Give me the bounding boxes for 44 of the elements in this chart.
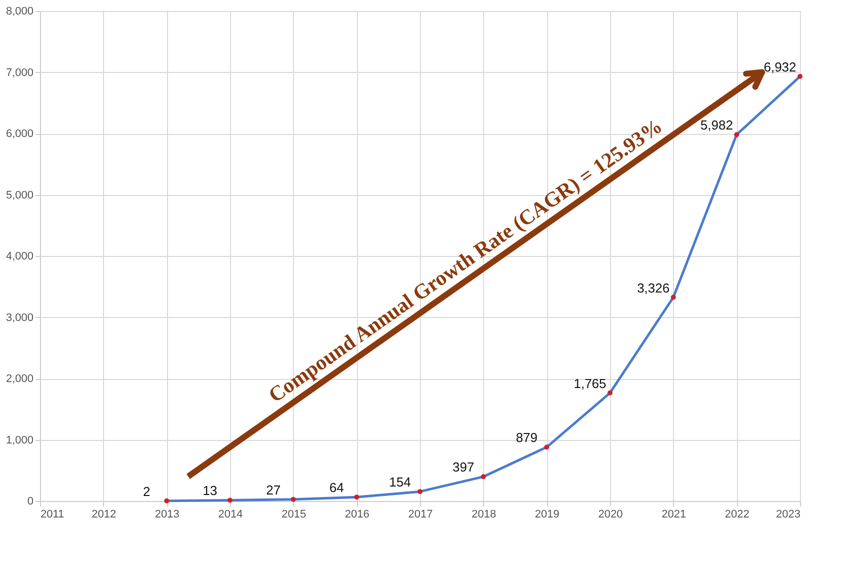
point <box>608 390 612 396</box>
data-label: 13 <box>202 483 218 498</box>
y-tick-label: 7,000 <box>6 66 34 79</box>
x-tick-label: 2014 <box>218 508 243 520</box>
x-tick-label: 2021 <box>662 508 686 520</box>
x-tick-label: 2019 <box>534 508 560 520</box>
y-tick-label: 1,000 <box>6 434 34 446</box>
point <box>164 498 170 504</box>
point <box>228 498 232 503</box>
x-tick-label: 2016 <box>344 508 370 520</box>
data-label: 2 <box>143 484 150 499</box>
y-tick-label: 5,000 <box>6 189 34 202</box>
point <box>544 444 550 450</box>
x-tick-label: 2018 <box>472 508 496 520</box>
data-label: 154 <box>389 474 411 490</box>
y-tick-label: 4,000 <box>6 250 34 262</box>
data-label: 879 <box>516 430 538 446</box>
point <box>354 494 360 500</box>
data-label: 6,932 <box>764 59 796 74</box>
x-tick-label: 2017 <box>408 508 433 520</box>
y-tick-label: 3,000 <box>6 312 34 324</box>
data-label: 397 <box>452 460 474 475</box>
point <box>734 132 740 138</box>
data-label: 1,765 <box>574 376 606 391</box>
point <box>418 489 422 494</box>
data-label: 64 <box>329 480 344 496</box>
x-tick-label: 2023 <box>776 508 800 520</box>
point <box>290 496 296 502</box>
data-label: 3,326 <box>637 280 670 296</box>
y-tick-label: 6,000 <box>6 128 34 140</box>
x-tick-label: 2013 <box>154 508 180 520</box>
y-tick-label: 8,000 <box>6 6 34 18</box>
x-tick-label: 2022 <box>724 508 750 520</box>
data-label: 27 <box>266 482 281 498</box>
point <box>798 74 802 79</box>
x-tick-label: 2015 <box>282 508 306 520</box>
y-tick-label: 2,000 <box>6 373 34 385</box>
point <box>670 294 676 300</box>
point <box>480 474 486 480</box>
x-tick-label: 2011 <box>40 508 64 520</box>
x-tick-label: 2012 <box>92 508 116 520</box>
x-tick-label: 2020 <box>598 508 623 520</box>
y-tick-label: 0 <box>27 496 34 508</box>
data-label: 5,982 <box>700 118 733 133</box>
